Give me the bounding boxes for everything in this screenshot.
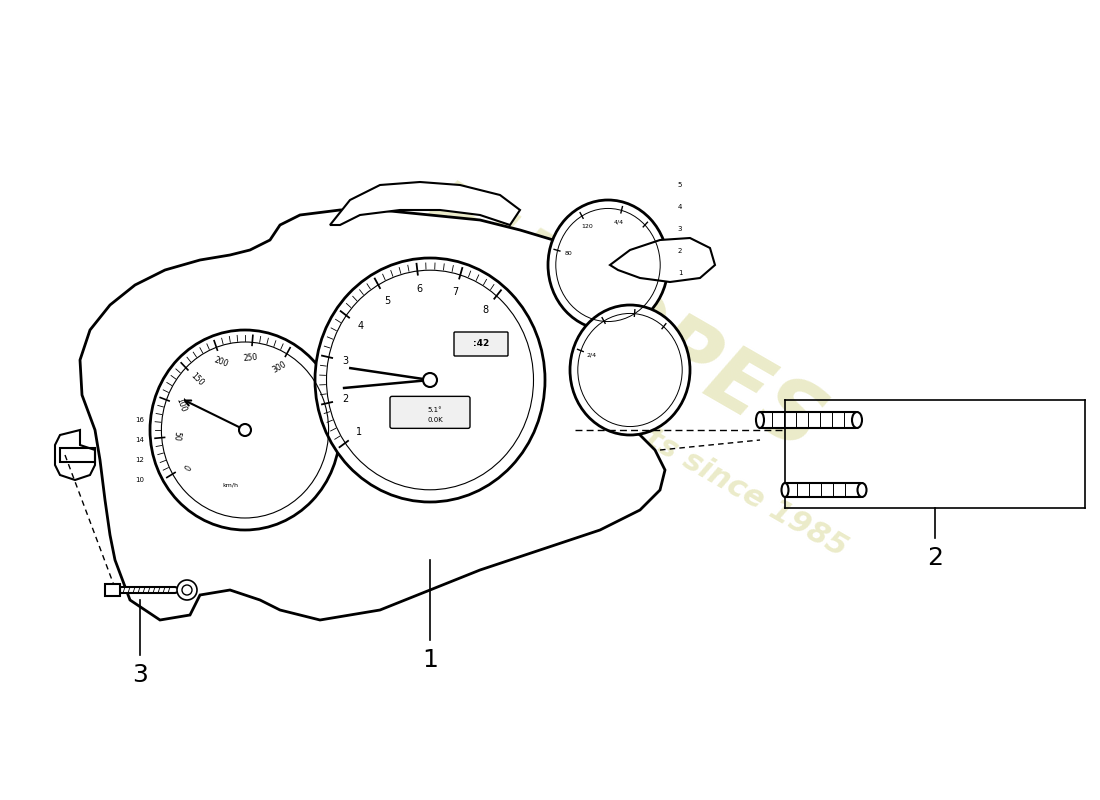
Text: :42: :42 [473,339,490,349]
Text: 16: 16 [135,417,144,423]
Text: 1: 1 [422,648,438,672]
Text: EUROPES: EUROPES [404,171,837,469]
Ellipse shape [756,412,764,428]
Text: 200: 200 [213,356,230,369]
FancyBboxPatch shape [390,396,470,428]
Text: 4: 4 [358,322,363,331]
Text: 0.0K: 0.0K [427,418,443,423]
Text: 1: 1 [356,427,362,438]
Text: 2: 2 [927,546,943,570]
Text: 120: 120 [582,224,594,230]
Ellipse shape [852,412,862,428]
Text: 14: 14 [135,437,144,443]
Polygon shape [610,238,715,282]
Circle shape [239,424,251,436]
Text: 6: 6 [417,284,422,294]
Polygon shape [55,430,95,480]
Polygon shape [104,584,120,596]
Text: 250: 250 [243,353,258,363]
Polygon shape [760,412,855,428]
Ellipse shape [548,200,668,330]
Text: 150: 150 [188,370,205,387]
Circle shape [424,373,437,387]
Circle shape [182,585,192,595]
Text: 50: 50 [172,431,182,442]
Polygon shape [120,587,185,593]
Text: 12: 12 [135,457,144,463]
Ellipse shape [570,305,690,435]
Text: 5: 5 [384,296,390,306]
Ellipse shape [781,483,789,497]
Text: 80: 80 [564,251,572,256]
Text: 100: 100 [174,397,187,414]
Text: a passion for parts since 1985: a passion for parts since 1985 [388,278,852,562]
Ellipse shape [150,330,340,530]
FancyBboxPatch shape [454,332,508,356]
Text: 3: 3 [342,356,349,366]
Text: 7: 7 [452,287,459,298]
Polygon shape [330,182,520,225]
Text: 2/4: 2/4 [586,352,596,358]
Text: 5: 5 [678,182,682,188]
Circle shape [177,580,197,600]
Polygon shape [80,210,680,620]
Ellipse shape [315,258,544,502]
Polygon shape [785,483,860,497]
Text: 8: 8 [483,305,488,315]
Ellipse shape [858,483,867,497]
Text: 2: 2 [678,248,682,254]
Text: 5.1°: 5.1° [428,407,442,414]
Text: 2: 2 [342,394,349,404]
Text: 3: 3 [678,226,682,232]
Text: 10: 10 [135,477,144,483]
Text: 300: 300 [271,360,288,375]
Text: 1: 1 [678,270,682,276]
Text: 0: 0 [180,462,191,470]
Text: 3: 3 [132,663,147,687]
Text: 4/4: 4/4 [614,220,624,225]
Text: km/h: km/h [222,482,238,487]
Text: 4: 4 [678,204,682,210]
